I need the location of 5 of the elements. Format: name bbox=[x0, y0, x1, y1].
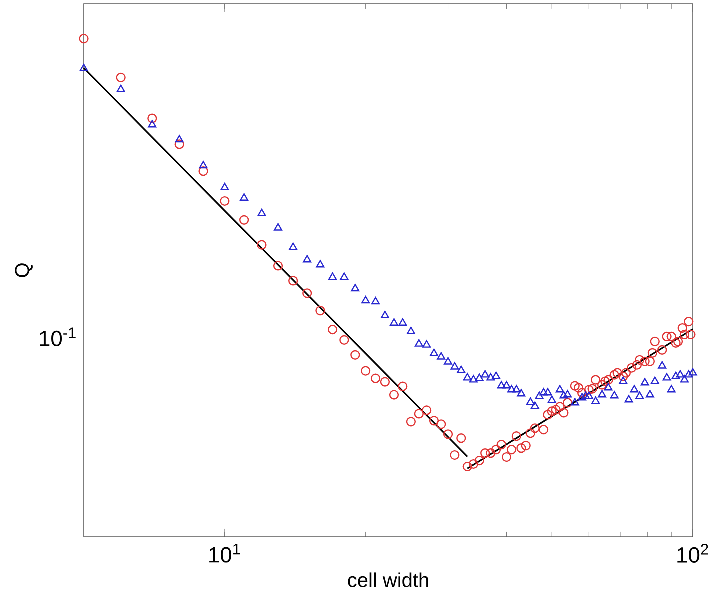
x-tick-label: 10$^{2}$ bbox=[678, 544, 708, 563]
y-axis-title: Q bbox=[15, 264, 33, 278]
text: 10$^{-1}$ bbox=[40, 328, 76, 346]
x-tick-label: 10$^{1}$ bbox=[210, 544, 240, 563]
x-axis-title: cell width bbox=[348, 572, 428, 588]
